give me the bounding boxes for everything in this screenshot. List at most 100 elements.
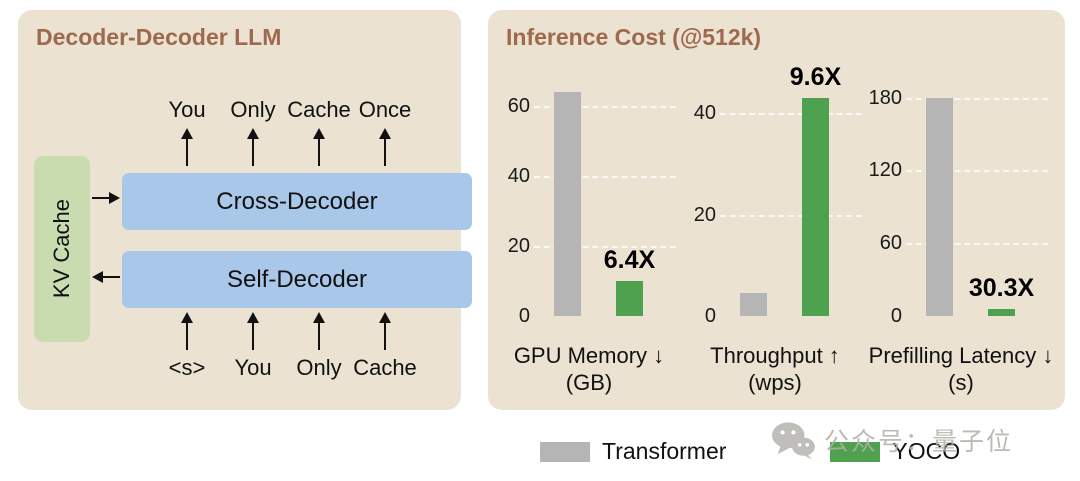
left-panel-title: Decoder-Decoder LLM [36,24,282,50]
wechat-icon [772,422,815,460]
bar-transformer [926,97,953,316]
token-column: Cache [286,98,352,166]
token-label: Only [230,97,276,122]
arrow-stem [383,139,387,166]
bar-yoco [988,308,1015,316]
up-arrow-icon [247,312,259,350]
gridline [720,113,862,116]
plot: 6.4X [534,88,676,316]
y-tick-label: 120 [868,159,902,182]
chart-plot-area: 0 20 40 9.6X [682,63,868,327]
arrow-head [247,128,259,139]
arrow-stem [251,323,255,350]
up-arrow-icon [379,128,391,166]
watermark-text: 公众号：量子位 [824,428,1014,456]
token-column: Only [220,98,286,166]
y-tick-label: 20 [693,203,716,226]
y-tick-label: 180 [868,86,902,109]
plot: 30.3X [906,88,1048,316]
cross-decoder-box: Cross-Decoder [122,173,472,230]
chart-xlabel: GPU Memory ↓ (GB) [469,342,709,396]
token-label: You [234,355,272,380]
y-axis: 0 60 120 180 [868,86,910,327]
token-column: Only [286,312,352,380]
gridline [906,97,1048,100]
bar-transformer [554,91,581,316]
speedup-label: 6.4X [603,245,656,274]
y-axis: 0 20 40 60 [496,88,538,327]
legend: Transformer YOCO [540,438,960,465]
chart-xlabel: Throughput ↑ (wps) [655,342,895,396]
up-arrow-icon [247,128,259,166]
arrow-stem [251,139,255,166]
up-arrow-icon [379,312,391,350]
output-token-row: You Only Cache Once [154,98,418,166]
gridline [906,243,1048,246]
arrow-head [379,128,391,139]
arrow-stem [317,139,321,166]
token-column: Cache [352,312,418,380]
token-label: Once [358,97,412,122]
arrow-stem [185,139,189,166]
arrow-head [313,128,325,139]
kv-cache-label: KV Cache [49,199,74,299]
y-tick-label: 20 [507,234,530,257]
kv-to-cross-arrow-icon [92,192,120,204]
gridline [534,245,676,248]
arrow-stem [317,323,321,350]
token-column: <s> [154,312,220,380]
up-arrow-icon [313,128,325,166]
token-column: Once [352,98,418,166]
y-axis: 0 20 40 [682,88,724,327]
chart-throughput: 0 20 40 9.6X Throughput ↑ (wps) [682,63,868,396]
arrow-head [92,271,103,283]
inference-cost-panel: Inference Cost (@512k) 0 20 40 60 6.4X GPU M… [488,10,1065,410]
token-label: Cache [353,355,417,380]
legend-label: Transformer [602,438,727,464]
gridline [906,170,1048,173]
y-tick-label: 0 [518,305,530,327]
y-tick-label: 40 [693,102,716,125]
gridline [534,175,676,178]
token-label: Cache [287,97,351,122]
cross-decoder-label: Cross-Decoder [216,187,378,215]
chart-plot-area: 0 20 40 60 6.4X [496,88,682,327]
arrow-stem [185,323,189,350]
arrow-head [379,312,391,323]
legend-item: YOCO [830,438,960,465]
self-decoder-box: Self-Decoder [122,251,472,308]
arrow-stem [103,275,120,279]
self-to-kv-arrow-icon [92,271,120,283]
chart-xlabel-line2: (GB) [565,370,613,395]
up-arrow-icon [313,312,325,350]
legend-swatch [540,441,590,462]
arrow-stem [383,323,387,350]
token-label: Only [296,355,342,380]
y-tick-label: 0 [704,305,716,327]
token-column: You [154,98,220,166]
charts-row: 0 20 40 60 6.4X GPU Memory ↓ (GB) 0 20 40 9.6X … [496,63,1054,396]
arrow-head [181,128,193,139]
right-panel-title: Inference Cost (@512k) [506,24,762,50]
y-tick-label: 40 [507,164,530,187]
legend-label: YOCO [892,438,961,464]
arrow-stem [92,196,109,200]
chart-xlabel-line1: Throughput ↑ [710,343,840,368]
token-label: <s> [168,355,206,380]
bar-yoco [616,280,643,316]
chart-xlabel-line1: Prefilling Latency ↓ [868,343,1054,368]
chart-plot-area: 0 60 120 180 30.3X [868,86,1054,327]
token-label: You [168,97,206,122]
plot: 9.6X [720,63,862,316]
arrow-head [109,192,120,204]
chart-xlabel-line1: GPU Memory ↓ [513,343,665,368]
y-tick-label: 60 [507,94,530,117]
arrow-head [313,312,325,323]
speedup-label: 30.3X [968,273,1035,302]
y-tick-label: 60 [879,232,902,255]
watermark: 公众号：量子位 [770,420,1013,460]
chart-gpu-memory: 0 20 40 60 6.4X GPU Memory ↓ (GB) [496,88,682,396]
y-tick-label: 0 [890,305,902,327]
gridline [720,214,862,217]
